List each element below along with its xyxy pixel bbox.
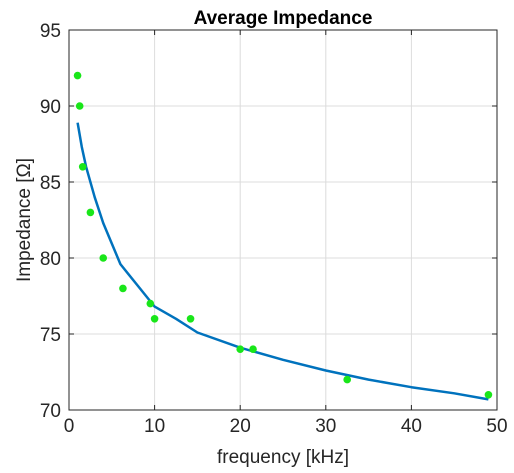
x-tick-label: 40	[401, 416, 422, 437]
data-point	[73, 71, 82, 80]
plot-background	[69, 30, 497, 410]
y-tick-label: 80	[40, 249, 61, 270]
y-tick-label: 75	[40, 325, 61, 346]
data-point	[78, 163, 87, 171]
x-tick-label: 20	[230, 416, 251, 437]
plot-frame	[68, 29, 498, 411]
data-point	[186, 315, 195, 323]
data-point	[249, 345, 257, 354]
data-point	[146, 299, 155, 308]
y-tick-label: 70	[40, 401, 61, 422]
chart-title: Average Impedance	[194, 8, 373, 29]
x-tick-label: 10	[144, 416, 165, 437]
x-tick-label: 30	[315, 416, 336, 437]
data-point	[484, 391, 493, 399]
grid	[69, 30, 497, 410]
y-axis-label: Impedance [Ω]	[14, 158, 35, 282]
fit-curve-line	[76, 122, 489, 401]
y-tick-label: 95	[40, 21, 61, 42]
data-point	[99, 254, 108, 262]
x-tick-label: 50	[486, 416, 507, 437]
data-point	[86, 208, 95, 217]
x-tick-label: 0	[64, 416, 75, 437]
y-tick-label: 90	[40, 97, 61, 118]
data-point	[236, 345, 244, 354]
axis-ticks: 0 10 20 30 40 50 70 75 80 85 90 95	[40, 21, 508, 437]
data-point	[119, 284, 127, 293]
data-point	[343, 375, 352, 384]
data-point	[150, 315, 159, 323]
x-axis-label: frequency [kHz]	[217, 447, 349, 468]
y-tick-label: 85	[40, 173, 61, 194]
plot-series	[73, 71, 493, 401]
data-point	[75, 102, 84, 110]
